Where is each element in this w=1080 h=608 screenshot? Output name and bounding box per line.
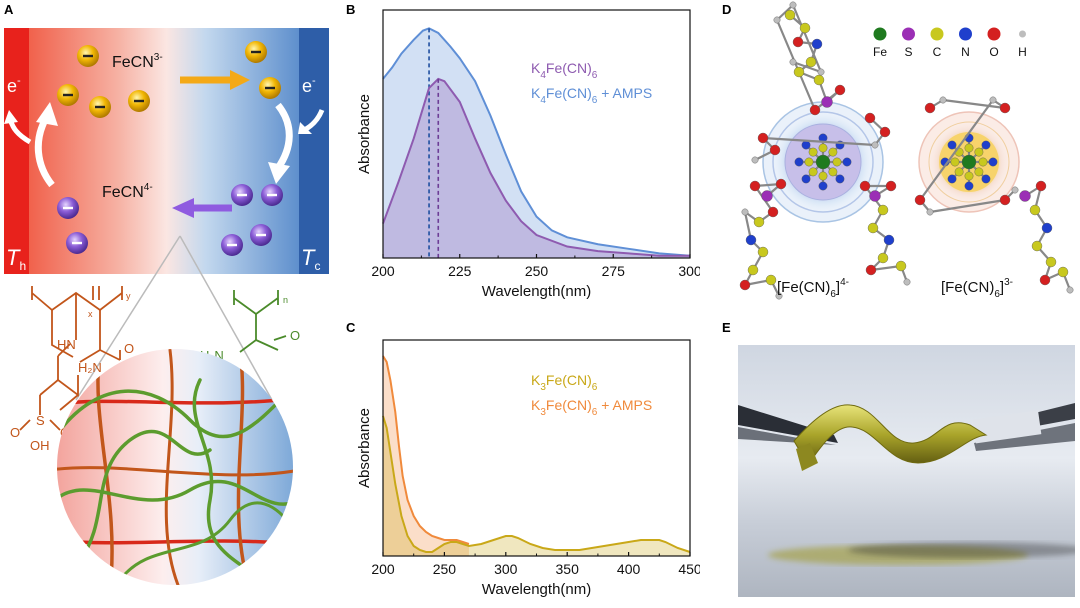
panel-e-label: E (722, 320, 731, 335)
hydrogel-network-disc (57, 349, 293, 585)
oxidized-ions (57, 41, 281, 118)
legend-atom-h (1019, 30, 1026, 38)
legend-atom-label: C (933, 45, 942, 59)
atom-legend: Fe S C N O H (873, 27, 1027, 59)
x-tick-label: 200 (371, 263, 395, 279)
chem-o: O (124, 341, 134, 356)
y-axis-label: Absorbance (356, 94, 373, 174)
cold-electron-label: e- (302, 75, 316, 96)
panel-a-label: A (4, 2, 14, 17)
polymer-subscript-y: y (126, 291, 131, 301)
cold-temperature-label: Tc (301, 245, 320, 273)
x-tick-label: 200 (371, 561, 395, 577)
x-tick-label: 400 (617, 561, 641, 577)
chem-oh: OH (30, 438, 50, 453)
hot-electron-arrow (34, 116, 55, 188)
chart-b: 200 225 250 275 300 Wavelength(nm) Absorbance K… (356, 9, 700, 300)
legend-atom-label: N (961, 45, 970, 59)
x-tick-label: 250 (433, 561, 457, 577)
zoom-line-left (75, 235, 181, 401)
cold-electrode (299, 28, 329, 274)
reduced-ions (57, 184, 283, 256)
legend-atom-o (987, 27, 1001, 41)
x-tick-label: 275 (602, 263, 626, 279)
x-tick-label: 450 (678, 561, 700, 577)
series-area-1 (383, 28, 690, 258)
hydrogel-strip (793, 404, 988, 466)
series-area-1 (383, 356, 469, 556)
chem-o-right-green: O (290, 328, 300, 343)
x-tick-label: 225 (448, 263, 472, 279)
series-line-1 (382, 27, 691, 257)
series-area-0 (383, 78, 690, 258)
chem-h2n: H₂N (78, 360, 102, 375)
panel-e-photo (738, 345, 1075, 597)
hot-temperature-label: Th (6, 245, 26, 273)
tape (972, 410, 1042, 444)
polymer-subscript-x: x (88, 309, 93, 319)
x-tick-label: 300 (494, 561, 518, 577)
legend-atom-fe (873, 27, 887, 41)
legend-atom-n (959, 27, 972, 41)
hydrogel-network-chains (57, 349, 293, 585)
legend-atom-s (902, 27, 915, 41)
legend-atom-label: Fe (873, 45, 887, 59)
legend-entry-1: K4Fe(CN)6 + AMPS (531, 85, 652, 106)
chart-c: 200 250 300 350 400 450 Wavelength(nm) Absorban… (356, 339, 700, 598)
hot-electrode (4, 28, 29, 274)
cold-electron-arrow (275, 102, 293, 171)
zoom-line-right (179, 235, 273, 401)
legend-atom-label: O (989, 45, 998, 59)
x-tick-label: 350 (556, 561, 580, 577)
legend-atom-c (930, 27, 944, 41)
legend-entry-1: K3Fe(CN)6 + AMPS (531, 397, 652, 418)
series-line-0 (382, 77, 690, 257)
x-axis-label: Wavelength(nm) (482, 283, 591, 300)
series-area-0 (383, 416, 690, 556)
legend-atom-label: H (1018, 45, 1027, 59)
legend-atom-label: S (904, 45, 912, 59)
chem-s: S (36, 413, 45, 428)
series-line-0 (382, 415, 691, 553)
chem-o-left: O (10, 425, 20, 440)
polyacrylamide-structure (233, 290, 287, 353)
panel-d-label: D (722, 2, 732, 17)
panel-d-figure: Fe S C N O H [Fe(CN)6]4- [Fe(CN)6]3- (739, 1, 1074, 300)
x-tick-label: 300 (678, 263, 700, 279)
thermocell (4, 28, 329, 274)
series-line-1 (382, 355, 470, 545)
chem-hn: HN (57, 337, 76, 352)
hot-electron-label: e- (7, 75, 21, 96)
x-tick-label: 250 (525, 263, 549, 279)
panel-a-figure: FeCN3- FeCN4- e- e- Th Tc x y HN H₂N O S… (4, 28, 329, 585)
polymer-subscript-n: n (283, 295, 288, 305)
panel-b-label: B (346, 2, 356, 17)
legend-entry-0: K4Fe(CN)6 (531, 60, 598, 81)
legend-entry-0: K3Fe(CN)6 (531, 372, 598, 393)
molecular-models (739, 1, 1074, 300)
complex-fe3-label: [Fe(CN)6]3- (941, 277, 1013, 300)
panel-c-label: C (346, 320, 356, 335)
x-axis-label: Wavelength(nm) (482, 581, 591, 598)
oxidized-ion-label: FeCN3- (112, 52, 163, 71)
amps-am-structure (19, 286, 123, 431)
reduced-ion-label: FeCN4- (102, 182, 153, 201)
y-axis-label: Absorbance (356, 408, 373, 488)
complex-fe4-label: [Fe(CN)6]4- (777, 277, 849, 300)
